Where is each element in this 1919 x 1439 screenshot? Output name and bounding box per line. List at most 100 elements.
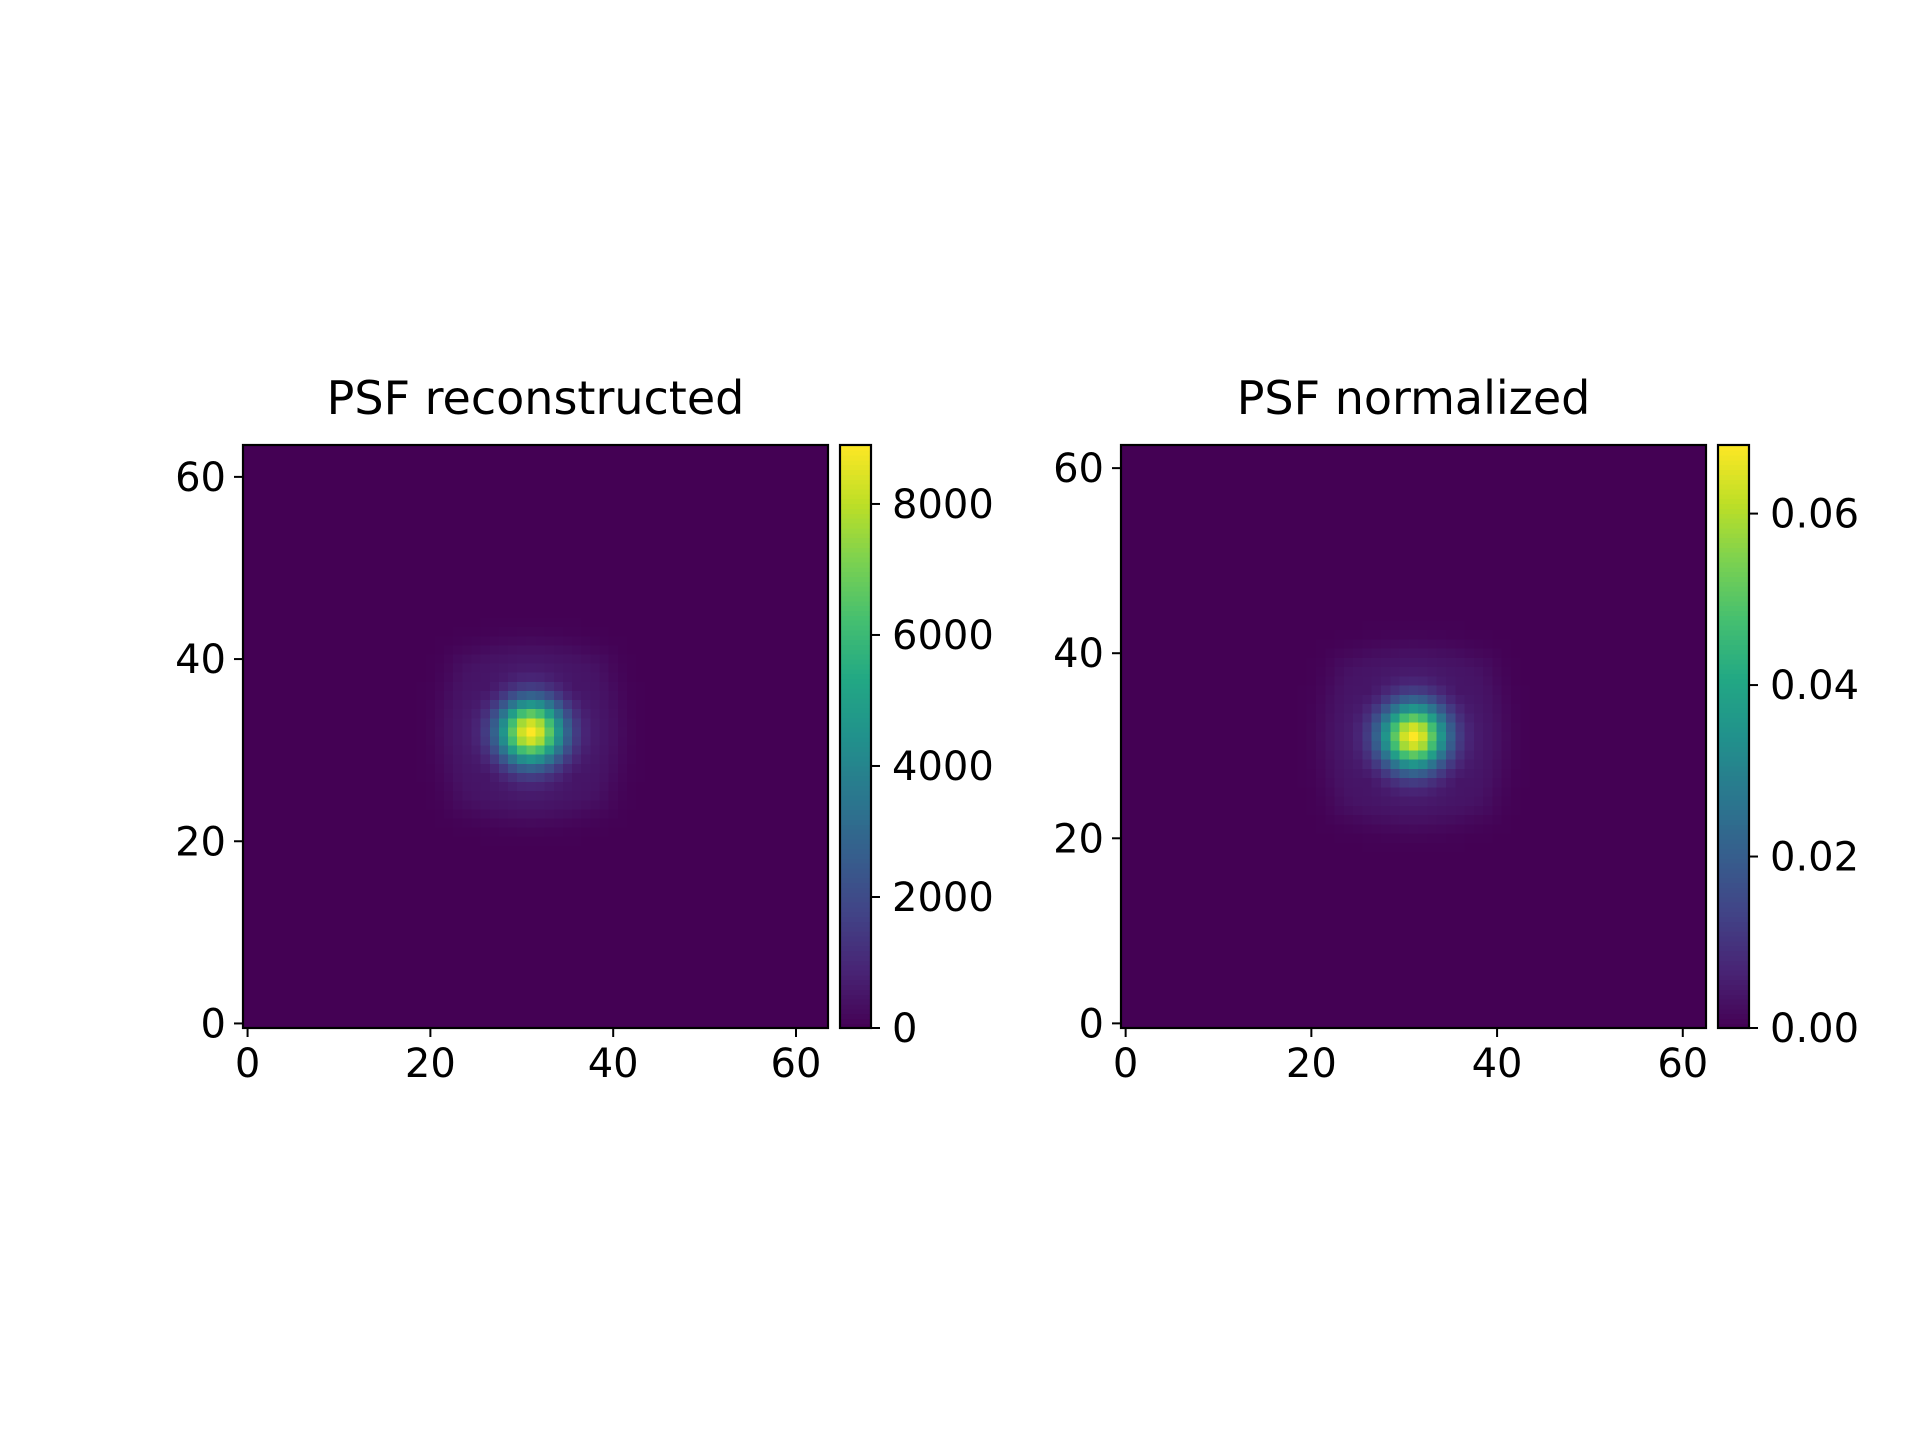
heatmap-cell [380,581,390,592]
heatmap-cell [700,882,710,892]
heatmap-cell [636,490,646,501]
heatmap-cell [709,918,719,929]
heatmap-cell [700,955,710,965]
heatmap-cell [764,645,774,656]
heatmap-cell [581,608,591,619]
heatmap-cell [782,563,793,574]
heatmap-cell [1353,528,1364,539]
heatmap-cell [370,909,381,920]
heatmap-cell [425,463,436,473]
heatmap-cell [782,590,793,601]
heatmap-cell [334,936,345,947]
heatmap-cell [800,481,811,492]
heatmap-cell [1176,546,1187,557]
heatmap-cell [617,836,628,847]
heatmap-cell [352,955,363,965]
heatmap-cell [626,1000,637,1011]
heatmap-cell [453,827,463,838]
heatmap-cell [270,927,281,938]
heatmap-cell [480,627,491,637]
heatmap-cell [809,918,820,929]
heatmap-cell [572,654,582,665]
heatmap-cell [453,936,463,947]
heatmap-cell [572,946,582,956]
heatmap-cell [270,1000,281,1011]
heatmap-cell [700,964,710,974]
heatmap-cell [1121,491,1131,502]
heatmap-cell [727,973,738,984]
heatmap-cell [444,563,454,574]
heatmap-cell [517,736,527,747]
heatmap-cell [800,590,811,601]
heatmap-cell [252,800,262,810]
heatmap-cell [288,508,299,519]
heatmap-cell [709,955,719,965]
heatmap-cell [508,973,518,984]
heatmap-cell [480,936,491,947]
heatmap-cell [352,754,363,765]
heatmap-cell [809,672,820,683]
heatmap-cell [526,854,537,865]
heatmap-cell [626,1018,637,1029]
heatmap-cell [1343,472,1354,483]
heatmap-cell [709,827,719,838]
colorbar-segment [840,1018,871,1024]
heatmap-cell [1613,537,1624,548]
heatmap-cell [553,772,564,783]
heatmap-cell [1668,500,1679,511]
heatmap-cell [526,818,537,829]
heatmap-cell [544,936,555,947]
heatmap-cell [508,782,518,792]
heatmap-cell [1167,509,1178,520]
heatmap-cell [316,508,326,519]
heatmap-cell [1306,519,1317,529]
heatmap-cell [599,927,610,938]
heatmap-cell [1668,519,1679,529]
heatmap-cell [462,745,473,756]
heatmap-cell [754,809,765,820]
heatmap-cell [526,627,537,637]
heatmap-cell [645,599,655,610]
heatmap-cell [471,481,482,492]
heatmap-cell [1622,482,1633,492]
heatmap-cell [636,818,646,829]
heatmap-cell [727,700,738,710]
heatmap-cell [352,864,363,874]
heatmap-cell [1631,491,1642,502]
heatmap-cell [1622,537,1633,548]
heatmap-cell [480,581,491,592]
heatmap-cell [818,526,829,537]
heatmap-cell [416,991,427,1002]
heatmap-cell [773,927,783,938]
heatmap-cell [754,1009,765,1020]
heatmap-cell [782,727,793,738]
heatmap-cell [709,709,719,719]
heatmap-cell [663,445,674,455]
heatmap-cell [1418,454,1429,465]
heatmap-cell [599,1018,610,1029]
heatmap-cell [398,991,409,1002]
heatmap-cell [745,472,756,483]
heatmap-cell [243,445,253,455]
heatmap-cell [471,545,482,555]
heatmap-cell [773,891,783,902]
heatmap-cell [325,517,336,528]
heatmap-cell [334,654,345,665]
heatmap-cell [773,536,783,546]
heatmap-cell [1362,509,1373,520]
colorbar-segment [840,726,871,733]
heatmap-cell [1269,519,1280,529]
heatmap-cell [663,873,674,883]
heatmap-cell [1520,445,1531,455]
heatmap-cell [745,982,756,993]
heatmap-cell [773,690,783,701]
heatmap-cell [544,1000,555,1011]
heatmap-cell [562,536,573,546]
heatmap-cell [544,599,555,610]
heatmap-cell [672,727,683,738]
heatmap-cell [243,627,253,637]
heatmap-cell [1260,528,1271,539]
colorbar-segment [840,877,871,884]
heatmap-cell [764,700,774,710]
heatmap-cell [389,946,399,956]
